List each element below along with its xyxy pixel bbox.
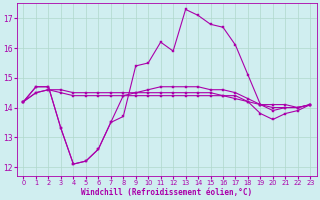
X-axis label: Windchill (Refroidissement éolien,°C): Windchill (Refroidissement éolien,°C) [81,188,252,197]
